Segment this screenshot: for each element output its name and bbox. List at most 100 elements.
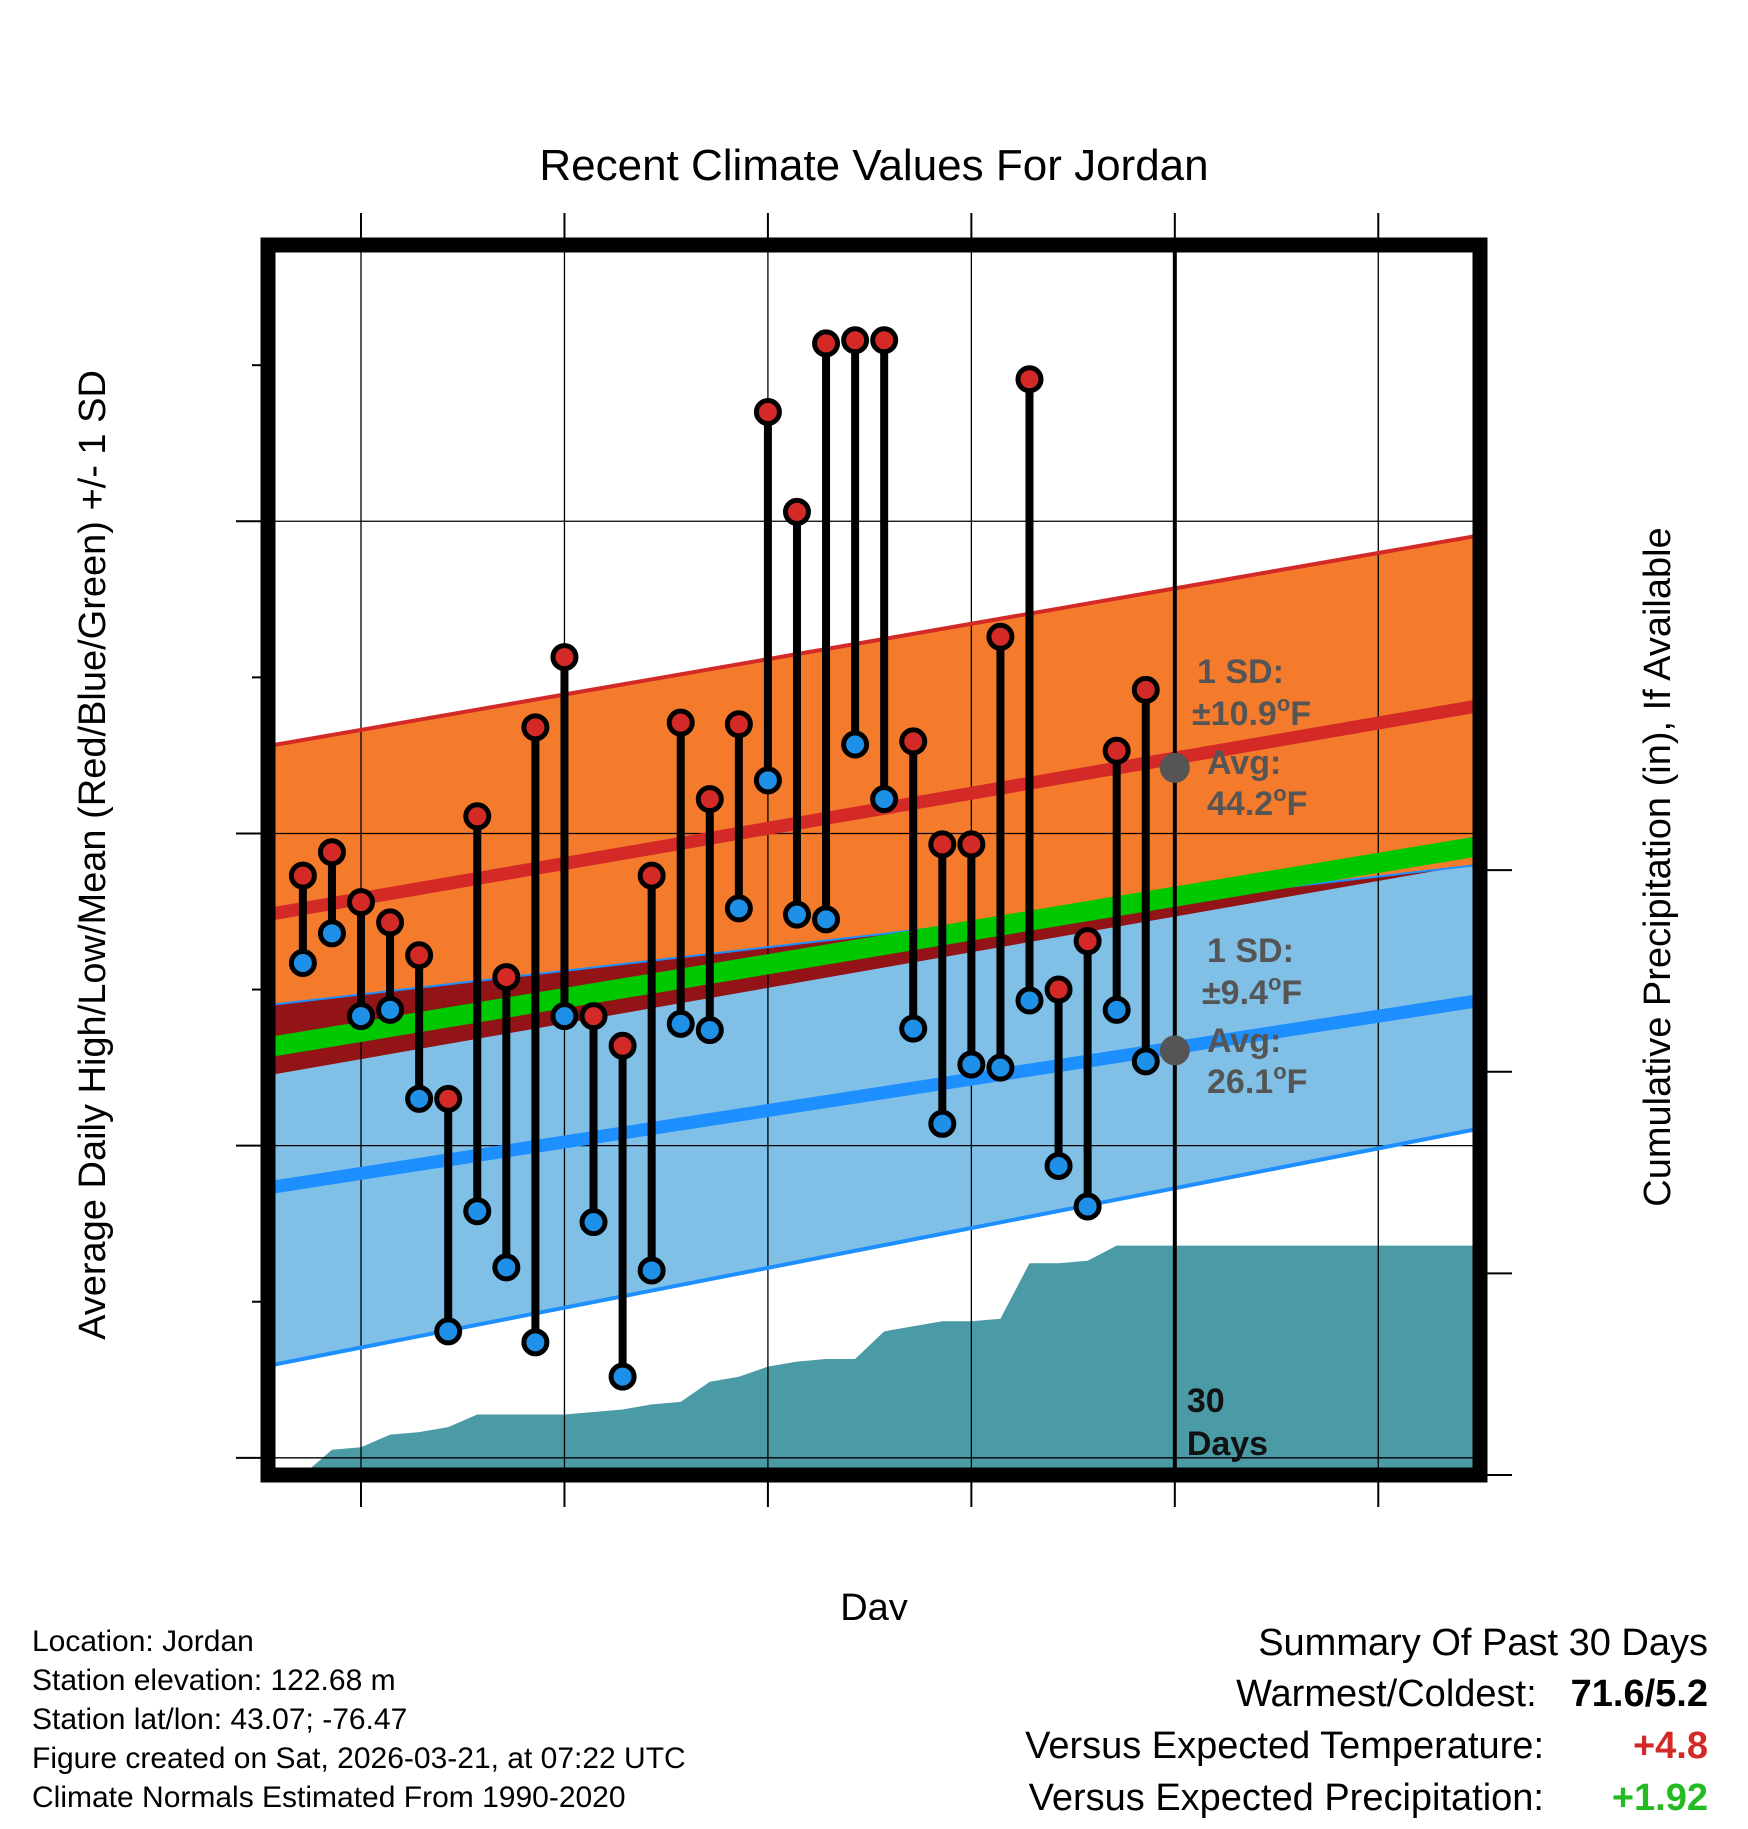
- daily-high-point: [666, 708, 695, 737]
- daily-high-point: [1102, 736, 1131, 765]
- x-axis-label: Day: [840, 1587, 908, 1620]
- high-sd-label: 1 SD:: [1197, 653, 1284, 691]
- daily-high-point: [841, 326, 870, 355]
- daily-low-point: [579, 1208, 608, 1237]
- y-right-tick-label: 8: [1522, 1052, 1543, 1094]
- normals-text: Climate Normals Estimated From 1990-2020: [32, 1781, 626, 1814]
- y-axis-label-right: Cumulative Precipitation (in), If Availa…: [1637, 527, 1679, 1206]
- x-tick-label: Mar 07: [709, 1539, 827, 1581]
- daily-high-point: [288, 861, 317, 890]
- daily-high-point: [1015, 365, 1044, 394]
- daily-low-point: [347, 1002, 376, 1031]
- daily-low-point: [376, 995, 405, 1024]
- warm-cold-label: Warmest/Coldest:: [1236, 1673, 1537, 1715]
- daily-low-point: [1131, 1047, 1160, 1076]
- daily-high-point: [434, 1084, 463, 1113]
- y-right-tick-label: 4: [1522, 1253, 1543, 1295]
- summary-row-precip: Versus Expected Precipitation: +1.92: [888, 1777, 1708, 1829]
- x-tick-label: Today: [1124, 1539, 1225, 1581]
- daily-low-point: [1102, 995, 1131, 1024]
- low-sd-lower-edge: [268, 1126, 1480, 1368]
- daily-low-point: [492, 1253, 521, 1282]
- daily-low-point: [1073, 1192, 1102, 1221]
- normal-mean-line: [268, 836, 1480, 1058]
- daily-high-point: [1044, 975, 1073, 1004]
- daily-low-point: [986, 1053, 1015, 1082]
- today-high-avg-marker: [1159, 752, 1190, 783]
- daily-high-point: [1073, 927, 1102, 956]
- daily-high-point: [899, 727, 928, 756]
- temp-value: +4.8: [1632, 1725, 1708, 1767]
- daily-high-point: [812, 329, 841, 358]
- daily-high-point: [521, 713, 550, 742]
- high-sd-value: ±10.9oF: [1192, 691, 1311, 733]
- daily-low-point: [521, 1328, 550, 1357]
- y-axis-label-left: Average Daily High/Low/Mean (Red/Blue/Gr…: [72, 370, 114, 1340]
- daily-high-point: [986, 622, 1015, 651]
- days-label-text: Days: [1187, 1425, 1268, 1463]
- daily-high-point: [695, 785, 724, 814]
- daily-high-point: [492, 963, 521, 992]
- daily-high-point: [405, 941, 434, 970]
- daily-high-point: [928, 830, 957, 859]
- today-low-avg-marker: [1159, 1035, 1190, 1066]
- temp-label: Versus Expected Temperature:: [1025, 1725, 1544, 1767]
- plot-frame: [260, 237, 1488, 1483]
- daily-high-point: [550, 643, 579, 672]
- daily-high-point: [724, 710, 753, 739]
- daily-low-point: [899, 1014, 928, 1043]
- y-right-tick-label: 0: [1522, 1455, 1543, 1497]
- summary-row-temp: Versus Expected Temperature: +4.8: [888, 1725, 1708, 1777]
- daily-low-point: [782, 900, 811, 929]
- precip-area: [302, 1245, 1480, 1475]
- daily-low-point: [434, 1317, 463, 1346]
- y-left-tick-label: 60: [166, 501, 208, 543]
- daily-low-point: [957, 1050, 986, 1079]
- location-text: Location: Jordan: [32, 1625, 254, 1658]
- x-tick-label: Feb 21: [302, 1539, 420, 1581]
- daily-low-point: [753, 766, 782, 795]
- x-tick-label: Mar 14: [912, 1539, 1030, 1581]
- high-avg-label: Avg:: [1207, 744, 1281, 782]
- low-avg-value: 26.1oF: [1207, 1059, 1307, 1101]
- summary-title: Summary Of Past 30 Days: [1258, 1622, 1708, 1664]
- daily-high-point: [579, 1002, 608, 1031]
- high-sd-upper-edge: [268, 533, 1480, 749]
- summary-row-warm-cold: Warmest/Coldest: 71.6/5.2: [888, 1673, 1708, 1725]
- daily-high-point: [1131, 675, 1160, 704]
- daily-high-point: [753, 398, 782, 427]
- y-left-tick-label: 20: [166, 1126, 208, 1168]
- daily-low-point: [288, 949, 317, 978]
- chart-title: Recent Climate Values For Jordan: [539, 141, 1208, 190]
- warm-cold-value: 71.6/5.2: [1570, 1673, 1708, 1715]
- created-text: Figure created on Sat, 2026-03-21, at 07…: [32, 1742, 686, 1775]
- daily-low-point: [841, 730, 870, 759]
- daily-high-point: [957, 830, 986, 859]
- normal-low-line: [268, 994, 1480, 1195]
- x-tick-label: Mar 28: [1319, 1539, 1437, 1581]
- daily-high-point: [317, 838, 346, 867]
- daily-high-point: [870, 326, 899, 355]
- summary-panel: Summary Of Past 30 Days Warmest/Coldest:…: [888, 1622, 1708, 1829]
- daily-high-point: [782, 497, 811, 526]
- daily-high-point: [376, 908, 405, 937]
- daily-high-point: [637, 861, 666, 890]
- low-sd-value: ±9.4oF: [1202, 970, 1302, 1012]
- x-tick-label: Feb 28: [505, 1539, 623, 1581]
- climate-chart: Recent Climate Values For Jordan 1 SD:±1…: [72, 141, 1679, 1620]
- y-left-tick-label: 0: [187, 1438, 208, 1480]
- daily-low-point: [724, 894, 753, 923]
- daily-low-point: [666, 1009, 695, 1038]
- precip-value: +1.92: [1611, 1777, 1708, 1819]
- elevation-text: Station elevation: 122.68 m: [32, 1664, 396, 1697]
- daily-low-point: [608, 1362, 637, 1391]
- sd-overlap-band: [268, 863, 1480, 1076]
- high-avg-value: 44.2oF: [1207, 781, 1307, 823]
- normal-high-line: [268, 699, 1480, 922]
- daily-low-point: [405, 1084, 434, 1113]
- precip-label: Versus Expected Precipitation:: [1028, 1777, 1544, 1819]
- daily-low-point: [870, 785, 899, 814]
- low-avg-label: Avg:: [1207, 1022, 1281, 1060]
- latlon-text: Station lat/lon: 43.07; -76.47: [32, 1703, 408, 1736]
